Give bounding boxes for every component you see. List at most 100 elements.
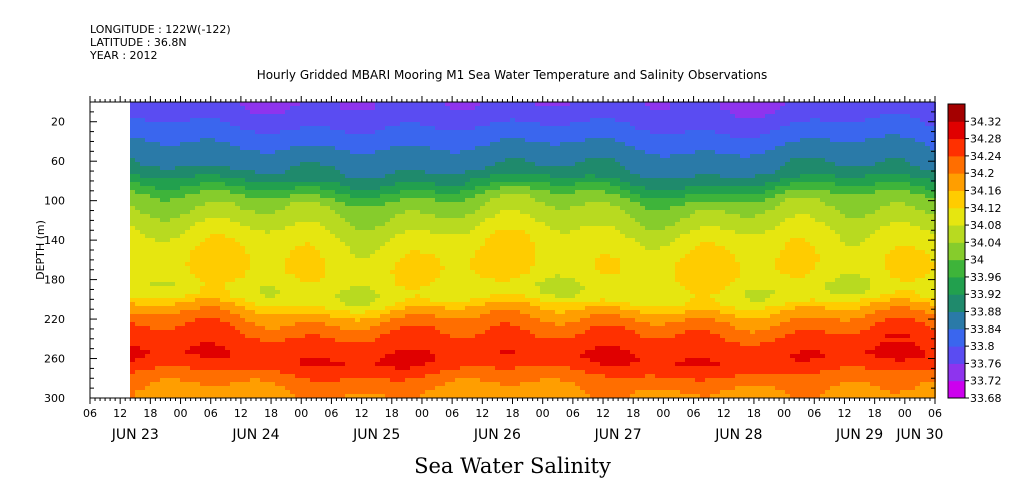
salinity-cell — [315, 238, 321, 243]
salinity-cell — [355, 218, 361, 223]
salinity-cell — [360, 310, 366, 315]
salinity-cell — [305, 242, 311, 247]
salinity-cell — [215, 390, 221, 395]
salinity-cell — [150, 254, 156, 259]
salinity-cell — [310, 170, 316, 175]
salinity-cell — [250, 142, 256, 147]
salinity-cell — [160, 234, 166, 239]
salinity-cell — [205, 150, 211, 155]
salinity-cell — [445, 290, 451, 295]
salinity-cell — [130, 150, 136, 155]
salinity-cell — [230, 134, 236, 139]
salinity-cell — [240, 358, 246, 363]
salinity-cell — [465, 174, 471, 179]
salinity-cell — [280, 130, 286, 135]
salinity-cell — [390, 390, 396, 395]
salinity-cell — [290, 338, 296, 343]
salinity-cell — [175, 310, 181, 315]
salinity-cell — [175, 134, 181, 139]
salinity-cell — [375, 126, 381, 131]
salinity-cell — [370, 134, 376, 139]
salinity-cell — [145, 102, 151, 107]
salinity-cell — [225, 198, 231, 203]
salinity-cell — [150, 110, 156, 115]
salinity-cell — [285, 146, 291, 151]
salinity-cell — [295, 118, 301, 123]
salinity-cell — [325, 330, 331, 335]
salinity-cell — [175, 230, 181, 235]
salinity-cell — [190, 278, 196, 283]
salinity-cell — [200, 182, 206, 187]
salinity-cell — [155, 226, 161, 231]
salinity-cell — [225, 350, 231, 355]
salinity-cell — [415, 322, 421, 327]
salinity-cell — [325, 194, 331, 199]
salinity-cell — [410, 138, 416, 143]
salinity-cell — [415, 110, 421, 115]
salinity-cell — [290, 314, 296, 319]
salinity-cell — [345, 314, 351, 319]
salinity-cell — [440, 230, 446, 235]
salinity-cell — [460, 270, 466, 275]
salinity-cell — [375, 222, 381, 227]
salinity-cell — [390, 202, 396, 207]
salinity-cell — [130, 322, 136, 327]
salinity-cell — [175, 142, 181, 147]
salinity-cell — [310, 186, 316, 191]
salinity-cell — [220, 122, 226, 127]
salinity-cell — [280, 110, 286, 115]
salinity-cell — [355, 210, 361, 215]
salinity-cell — [145, 202, 151, 207]
salinity-cell — [180, 310, 186, 315]
salinity-cell — [220, 250, 226, 255]
salinity-cell — [400, 206, 406, 211]
salinity-cell — [460, 166, 466, 171]
salinity-cell — [145, 174, 151, 179]
salinity-cell — [355, 378, 361, 383]
salinity-cell — [180, 270, 186, 275]
salinity-cell — [130, 222, 136, 227]
salinity-cell — [220, 182, 226, 187]
salinity-cell — [135, 266, 141, 271]
salinity-cell — [235, 382, 241, 387]
salinity-cell — [460, 358, 466, 363]
salinity-cell — [320, 150, 326, 155]
salinity-cell — [255, 262, 261, 267]
salinity-cell — [425, 186, 431, 191]
salinity-cell — [400, 166, 406, 171]
salinity-cell — [190, 182, 196, 187]
salinity-cell — [200, 110, 206, 115]
salinity-cell — [210, 146, 216, 151]
salinity-cell — [405, 366, 411, 371]
salinity-cell — [430, 362, 436, 367]
salinity-cell — [395, 230, 401, 235]
salinity-cell — [440, 318, 446, 323]
salinity-cell — [155, 366, 161, 371]
salinity-cell — [205, 266, 211, 271]
salinity-cell — [320, 202, 326, 207]
salinity-cell — [405, 166, 411, 171]
salinity-cell — [190, 314, 196, 319]
salinity-cell — [175, 186, 181, 191]
salinity-cell — [180, 350, 186, 355]
salinity-cell — [230, 394, 236, 399]
salinity-cell — [190, 206, 196, 211]
salinity-cell — [305, 150, 311, 155]
salinity-cell — [175, 110, 181, 115]
salinity-cell — [365, 146, 371, 151]
salinity-cell — [225, 278, 231, 283]
salinity-cell — [195, 170, 201, 175]
salinity-cell — [240, 274, 246, 279]
salinity-cell — [360, 178, 366, 183]
salinity-cell — [455, 210, 461, 215]
salinity-cell — [285, 182, 291, 187]
salinity-cell — [390, 182, 396, 187]
salinity-cell — [340, 294, 346, 299]
salinity-cell — [255, 226, 261, 231]
salinity-cell — [415, 342, 421, 347]
salinity-cell — [250, 230, 256, 235]
salinity-cell — [445, 242, 451, 247]
salinity-cell — [455, 186, 461, 191]
salinity-cell — [295, 306, 301, 311]
salinity-cell — [340, 226, 346, 231]
